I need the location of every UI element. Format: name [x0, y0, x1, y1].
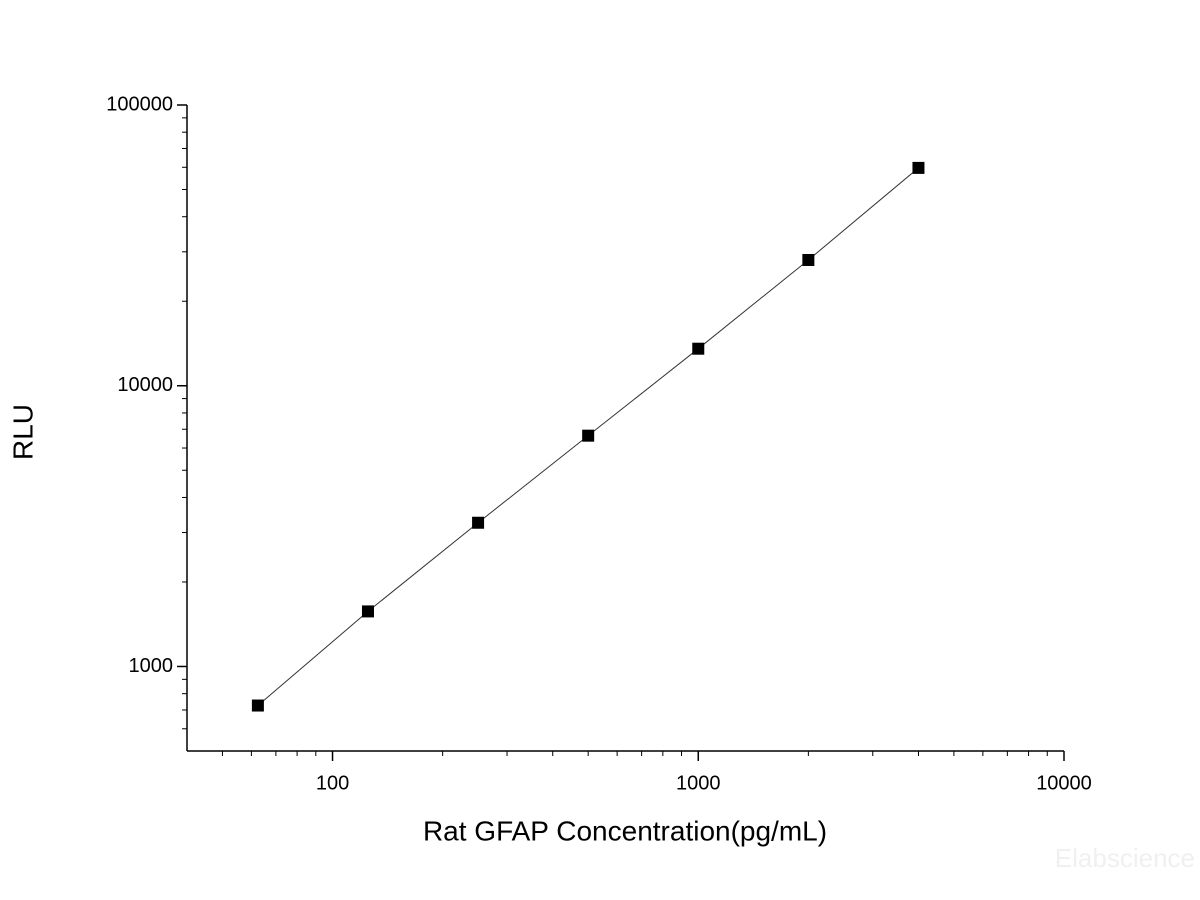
y-tick-label: 100000 — [106, 93, 173, 115]
x-axis-title: Rat GFAP Concentration(pg/mL) — [423, 815, 827, 846]
marker — [361, 605, 374, 618]
marker — [802, 253, 815, 266]
y-tick-label: 10000 — [117, 374, 173, 396]
x-tick-label: 100 — [316, 772, 349, 794]
marker — [912, 161, 925, 174]
y-tick-label: 1000 — [129, 655, 174, 677]
marker — [692, 342, 705, 355]
marker — [582, 429, 595, 442]
marker — [472, 516, 485, 529]
x-tick-label: 10000 — [1036, 772, 1092, 794]
x-tick-label: 1000 — [676, 772, 721, 794]
y-axis-title: RLU — [7, 404, 38, 460]
marker — [251, 699, 264, 712]
watermark: Elabscience — [1055, 843, 1195, 873]
